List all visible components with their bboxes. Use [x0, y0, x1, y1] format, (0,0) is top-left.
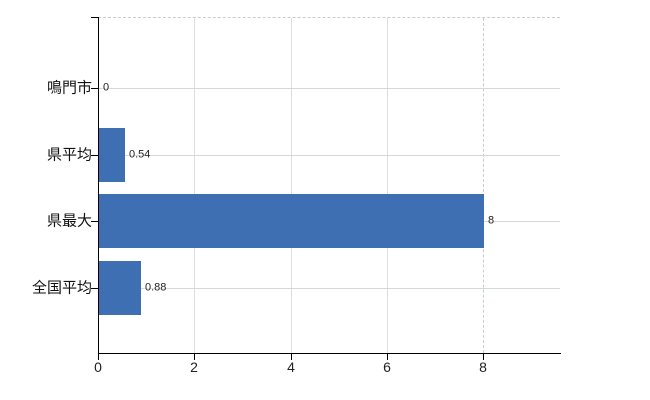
plot-top-border — [98, 17, 560, 18]
x-axis-tick — [483, 354, 484, 360]
y-axis-tick — [91, 155, 98, 156]
y-axis-tick — [91, 288, 98, 289]
category-label: 県平均 — [46, 146, 92, 164]
category-label: 全国平均 — [31, 279, 92, 297]
x-tick-label: 4 — [287, 359, 295, 375]
x-axis-tick — [98, 354, 99, 360]
x-tick-label: 6 — [383, 359, 391, 375]
value-label: 0 — [103, 81, 110, 94]
x-axis-tick — [194, 354, 195, 360]
x-gridline — [386, 18, 388, 353]
y-axis-tick — [91, 88, 98, 89]
x-tick-label: 8 — [479, 359, 487, 375]
x-gridline — [290, 18, 292, 353]
x-axis-line — [98, 353, 561, 354]
x-gridline — [194, 18, 196, 353]
bar — [99, 194, 484, 248]
y-axis-line — [98, 17, 99, 354]
x-tick-label: 0 — [94, 359, 102, 375]
x-axis-tick — [291, 354, 292, 360]
value-label: 0.54 — [129, 148, 151, 161]
y-gridline — [99, 88, 560, 89]
category-label: 鳴門市 — [46, 79, 92, 97]
x-tick-label: 2 — [190, 359, 198, 375]
bar — [99, 261, 141, 315]
value-label: 8 — [488, 214, 495, 227]
y-gridline — [99, 288, 560, 289]
category-label: 県最大 — [46, 212, 92, 230]
y-axis-tick — [91, 17, 98, 18]
x-axis-tick — [387, 354, 388, 360]
y-axis-tick — [91, 221, 98, 222]
x-gridline-dashed — [483, 18, 484, 353]
bar — [99, 128, 125, 182]
y-gridline — [99, 155, 560, 156]
value-label: 0.88 — [145, 281, 167, 294]
